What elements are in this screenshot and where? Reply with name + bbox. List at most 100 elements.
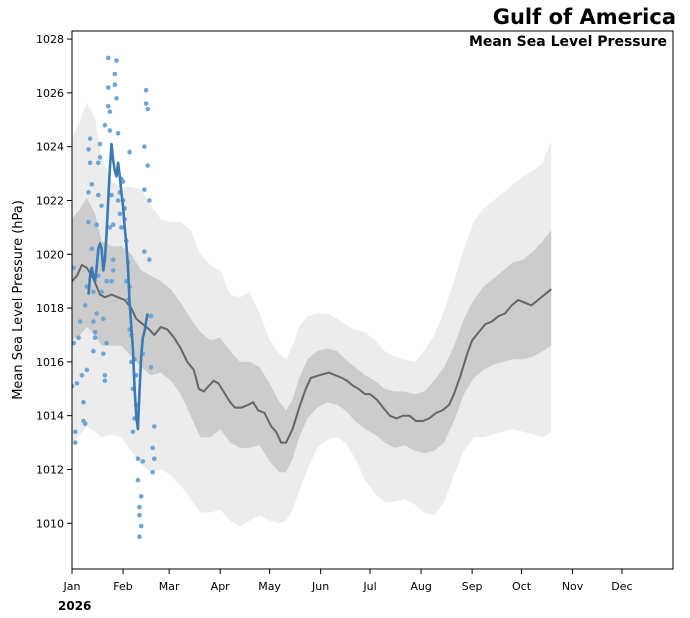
observation-point [150, 445, 155, 451]
plot-frame [71, 30, 674, 570]
observation-point [72, 383, 75, 389]
observation-point [109, 278, 114, 284]
y-tick-label: 1026 [36, 87, 64, 100]
observation-point [145, 106, 150, 112]
observation-point [148, 313, 154, 319]
observation-point [143, 87, 149, 93]
observation-point [99, 289, 104, 295]
observation-point [84, 367, 90, 373]
observation-point [86, 219, 91, 225]
observation-point [101, 316, 106, 322]
observation-point [105, 55, 111, 61]
observation-point [81, 399, 86, 405]
x-tick-label: Oct [512, 580, 532, 593]
x-tick-label: Apr [211, 580, 231, 593]
observation-point [97, 155, 103, 160]
observation-point [104, 340, 109, 346]
observation-point [72, 340, 76, 346]
observation-point [92, 335, 98, 341]
observation-point [89, 182, 95, 187]
observation-point [105, 85, 111, 90]
observation-point [147, 257, 152, 263]
observation-point [115, 130, 121, 136]
observation-point [102, 373, 108, 378]
x-tick-label: Jun [311, 580, 329, 593]
y-tick-label: 1010 [36, 517, 64, 530]
observation-point [148, 365, 154, 370]
chart-subtitle: Mean Sea Level Pressure [469, 34, 667, 50]
observation-point [82, 421, 88, 427]
observation-point [79, 373, 85, 378]
interquartile-band [72, 197, 552, 473]
observation-point [138, 523, 144, 529]
observation-point [110, 222, 116, 227]
observation-point [72, 265, 76, 270]
observation-point [91, 319, 96, 324]
observation-point [135, 477, 141, 483]
y-axis: 1010 1012 1014 1016 1018 1020 1022 1024 1026 1028 [36, 33, 72, 530]
observation-point [91, 289, 96, 295]
observation-point [89, 246, 95, 252]
year-label: 2026 [58, 599, 91, 613]
observation-point [110, 257, 116, 263]
chart-title: Gulf of America [493, 5, 676, 29]
observation-point [102, 378, 108, 384]
observation-point [112, 82, 118, 88]
observation-point [91, 348, 96, 354]
y-tick-label: 1024 [36, 141, 64, 154]
observation-point [112, 71, 118, 77]
observation-point [99, 203, 104, 209]
x-tick-label: Feb [113, 580, 132, 593]
observation-point [76, 335, 81, 341]
observation-point [114, 58, 119, 63]
observation-point [102, 122, 108, 128]
x-tick-label: Jan [63, 580, 81, 593]
y-tick-label: 1016 [36, 356, 64, 369]
current-year-line [87, 142, 149, 431]
observation-point [137, 504, 142, 510]
observation-point [142, 144, 147, 149]
x-axis: Jan Feb Mar Apr May Jun Jul Aug Sep Oct Nov Dec [63, 569, 633, 593]
observation-point [140, 459, 146, 464]
observation-point [94, 311, 99, 316]
x-tick-label: Mar [159, 580, 180, 593]
y-axis-label: Mean Sea Level Pressure (hPa) [11, 200, 26, 400]
observation-point [110, 268, 116, 273]
observation-point [77, 319, 83, 324]
observation-point [86, 190, 91, 195]
observation-point [107, 128, 113, 133]
observation-point [150, 469, 155, 475]
observation-point [135, 456, 141, 462]
observation-point [97, 141, 103, 147]
observation-point [130, 429, 136, 435]
y-tick-label: 1028 [36, 33, 64, 46]
observation-point [152, 456, 157, 462]
observation-point [96, 192, 101, 198]
observation-point [73, 429, 78, 435]
observation-point [74, 381, 80, 386]
observation-point [147, 198, 152, 203]
observation-point [142, 249, 147, 254]
observation-point [73, 440, 78, 445]
observation-point [86, 147, 91, 152]
observation-point [145, 163, 150, 168]
observation-point [119, 225, 124, 230]
x-tick-label: Nov [562, 580, 584, 593]
observation-point [94, 222, 99, 227]
observation-point [142, 187, 147, 192]
y-tick-label: 1014 [36, 410, 64, 423]
y-tick-label: 1012 [36, 463, 64, 476]
observation-point [107, 225, 113, 230]
plot-area [72, 55, 552, 539]
observation-point [120, 179, 126, 184]
observation-point [87, 160, 93, 166]
observation-point [115, 198, 121, 203]
observation-point [87, 136, 93, 141]
observation-point [137, 534, 142, 539]
x-tick-label: Sep [462, 580, 483, 593]
observation-point [104, 278, 109, 284]
y-tick-label: 1022 [36, 194, 64, 207]
observation-point [107, 109, 113, 114]
observation-point [96, 160, 101, 166]
